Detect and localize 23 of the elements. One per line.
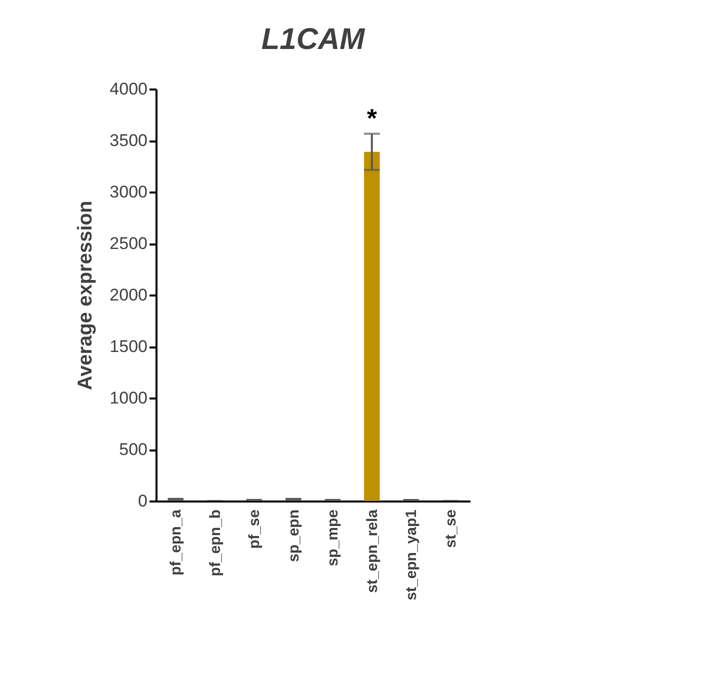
- x-tick-label: pf_epn_b: [206, 510, 224, 576]
- y-tick-label: 2000: [110, 286, 148, 304]
- bar: [286, 498, 302, 501]
- y-tick-label: 4000: [110, 80, 148, 98]
- y-tick-label: 3000: [110, 182, 148, 202]
- y-tick-label: 1000: [110, 388, 148, 408]
- chart-title: L1CAM: [261, 23, 366, 56]
- x-tick-label: sp_epn: [285, 510, 302, 562]
- y-tick-label: 2500: [110, 234, 148, 253]
- x-tick-label: st_epn_rela: [364, 508, 381, 593]
- y-tick-label: 3500: [110, 131, 148, 150]
- y-tick-label: 0: [138, 492, 148, 510]
- bar: [168, 498, 184, 501]
- x-tick-label: pf_se: [246, 510, 264, 549]
- y-tick-label: 1500: [110, 337, 148, 356]
- x-tick-label: st_se: [442, 510, 460, 548]
- x-tick-label: st_epn_yap1: [403, 510, 420, 600]
- x-tick-label: sp_mpe: [324, 510, 342, 566]
- y-tick-label: 500: [119, 440, 148, 459]
- bar: [364, 152, 380, 501]
- y-axis-title: Average expression: [74, 200, 97, 390]
- x-tick-label: pf_epn_a: [168, 508, 185, 576]
- annotation: *: [366, 102, 378, 133]
